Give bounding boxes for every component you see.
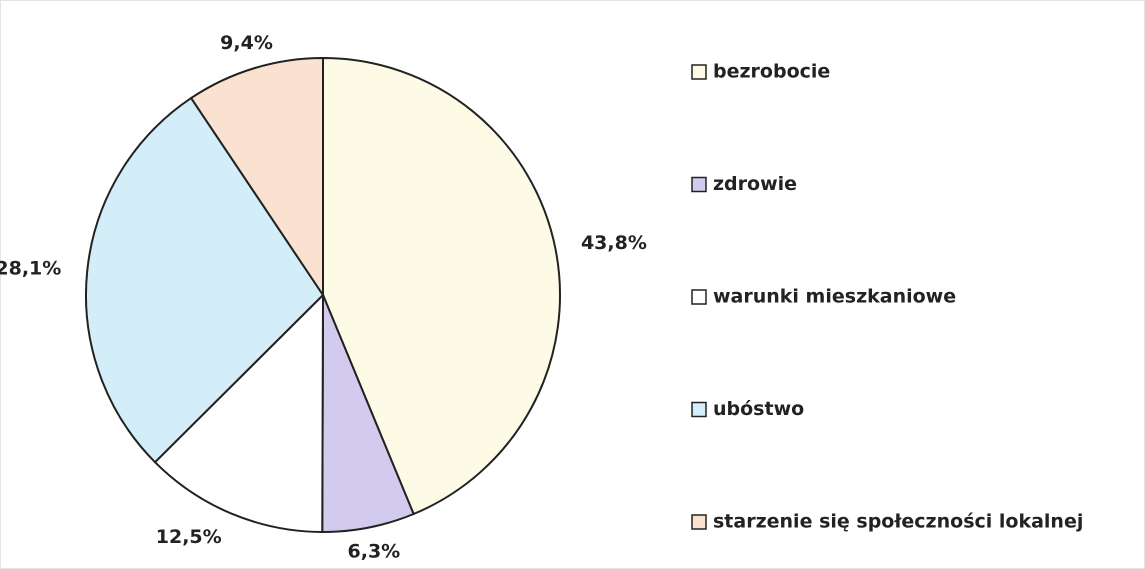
pie-slice [322,56,561,516]
data-label: 28,1% [0,258,61,280]
legend-swatch [691,176,707,193]
legend-label: starzenie się społeczności lokalnej [713,511,1083,533]
legend-label: warunki mieszkaniowe [713,286,956,308]
legend-swatch [691,401,707,418]
data-label: 12,5% [156,526,222,548]
legend-label: zdrowie [713,173,797,195]
legend-label: bezrobocie [713,61,830,83]
data-label: 9,4% [220,32,273,54]
legend-label: ubóstwo [713,398,804,420]
pie-slice [85,96,325,464]
data-label: 43,8% [581,232,647,254]
pie-slice [189,56,324,299]
legend-swatch [691,289,707,305]
legend-swatch [691,64,707,80]
pie-slice [153,292,325,534]
legend-swatch [691,514,707,530]
data-label: 6,3% [348,541,401,563]
